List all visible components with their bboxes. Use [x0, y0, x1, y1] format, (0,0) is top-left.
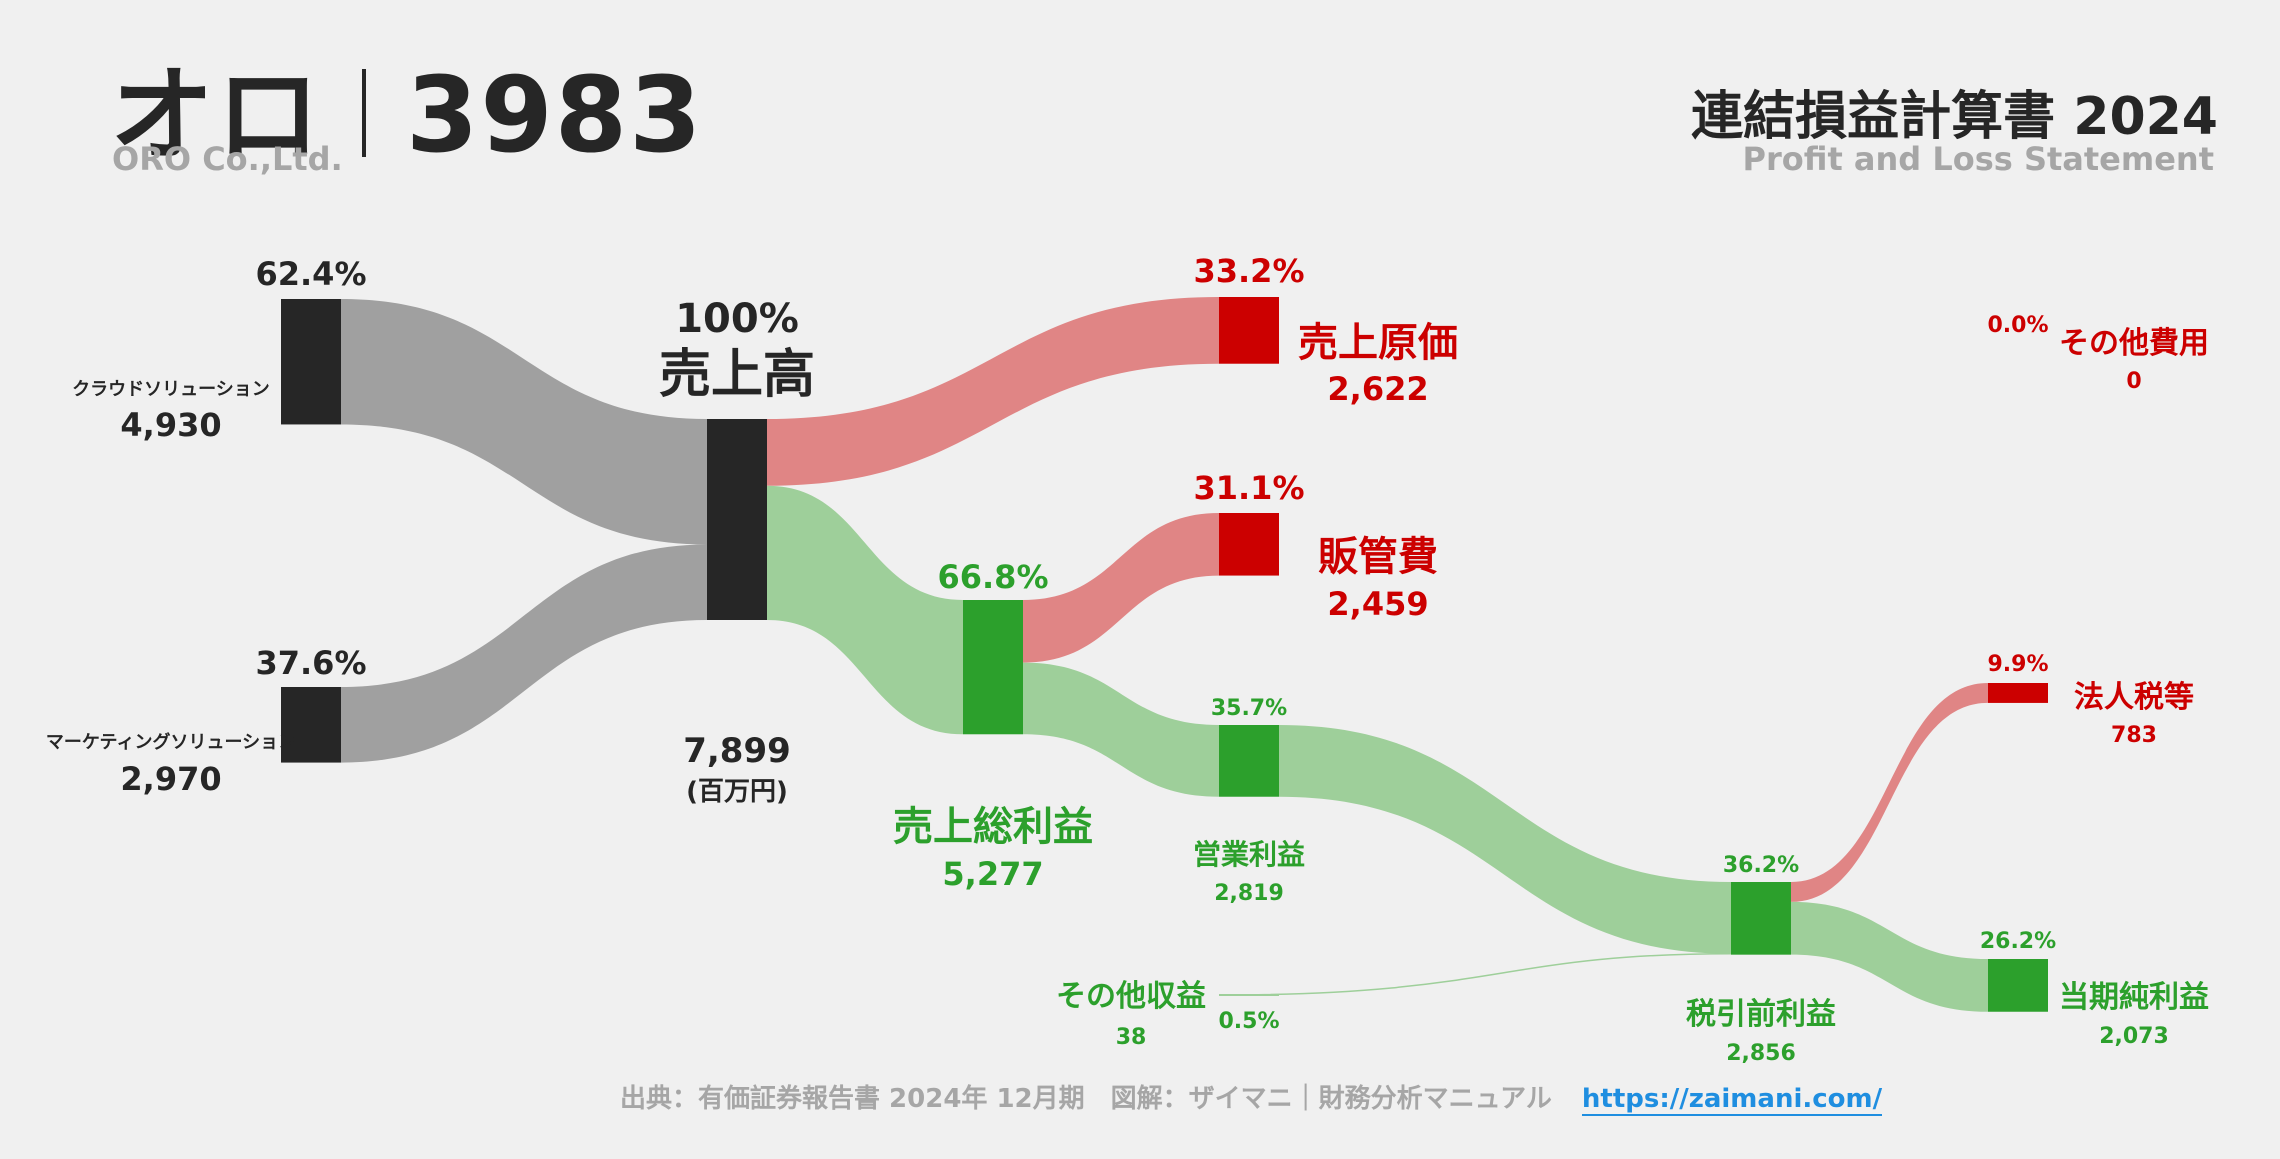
- ticker-code: 3983: [406, 54, 704, 176]
- pct-other_expense: 0.0%: [1987, 313, 2048, 338]
- label-gross: 売上総利益: [893, 804, 1093, 850]
- footer: 出典：有価証券報告書 2024年 12月期 図解：ザイマニ｜財務分析マニュアル h…: [620, 1078, 1883, 1116]
- value-other_income: 38: [1116, 1025, 1147, 1050]
- label-other_income: その他収益: [1056, 979, 1206, 1014]
- value-pretax: 2,856: [1726, 1041, 1796, 1066]
- value-other_expense: 0: [2126, 369, 2141, 394]
- flow-operating-to-pretax: [1279, 725, 1731, 954]
- flow-gross-to-sga: [1023, 513, 1219, 663]
- pct-operating: 35.7%: [1211, 696, 1287, 721]
- label-marketing: マーケティングソリューション: [46, 731, 296, 753]
- value-operating: 2,819: [1214, 881, 1284, 906]
- label-cloud: クラウドソリューション: [72, 379, 270, 400]
- node-operating: [1219, 725, 1279, 797]
- flow-revenue-to-cogs: [767, 297, 1219, 486]
- flow-gross-to-operating: [1023, 662, 1219, 797]
- flow-other_income-to-pretax: [1218, 952, 1732, 996]
- flow-revenue-to-gross: [767, 485, 963, 735]
- unit-label: (百万円): [686, 777, 788, 807]
- value-revenue: 7,899: [683, 731, 791, 771]
- company-heading: オロ 3983: [110, 30, 703, 181]
- node-tax: [1988, 683, 2048, 703]
- label-revenue: 売上高: [659, 345, 815, 405]
- value-cloud: 4,930: [120, 406, 221, 444]
- statement-title: 連結損益計算書 2024: [1691, 87, 2218, 147]
- node-gross: [963, 600, 1023, 735]
- value-gross: 5,277: [942, 855, 1043, 893]
- title-divider: [362, 69, 367, 157]
- flow-marketing-to-revenue: [341, 544, 707, 763]
- label-sga: 販管費: [1318, 534, 1438, 580]
- company-name-en: ORO Co.,Ltd.: [112, 140, 343, 178]
- site-link[interactable]: https://zaimani.com/: [1581, 1084, 1883, 1116]
- label-net: 当期純利益: [2059, 980, 2209, 1015]
- label-other_expense: その他費用: [2059, 326, 2209, 361]
- node-marketing: [281, 687, 341, 763]
- flow-pretax-to-net: [1791, 901, 1988, 1012]
- source-note: 出典：有価証券報告書 2024年 12月期 図解：ザイマニ｜財務分析マニュアル: [620, 1084, 1552, 1114]
- pct-pretax: 36.2%: [1723, 853, 1799, 878]
- pct-net: 26.2%: [1980, 929, 2056, 954]
- company-name: オロ: [110, 54, 323, 176]
- statement-subtitle: Profit and Loss Statement: [1742, 140, 2214, 178]
- label-cogs: 売上原価: [1298, 320, 1458, 366]
- node-net: [1988, 959, 2048, 1012]
- value-marketing: 2,970: [120, 760, 221, 798]
- node-cogs: [1219, 297, 1279, 364]
- pct-sga: 31.1%: [1193, 469, 1304, 507]
- flow-pretax-to-tax: [1791, 683, 1988, 902]
- pct-other_income: 0.5%: [1218, 1009, 1279, 1034]
- pct-cloud: 62.4%: [255, 255, 366, 293]
- value-tax: 783: [2111, 723, 2157, 748]
- pct-tax: 9.9%: [1987, 652, 2048, 677]
- flow-cloud-to-revenue: [341, 299, 707, 545]
- label-operating: 営業利益: [1193, 838, 1305, 871]
- node-cloud: [281, 299, 341, 425]
- pct-marketing: 37.6%: [255, 644, 366, 682]
- node-revenue: [707, 419, 767, 620]
- pct-revenue: 100%: [675, 296, 799, 342]
- label-tax: 法人税等: [2074, 680, 2194, 715]
- pct-gross: 66.8%: [937, 558, 1048, 596]
- label-pretax: 税引前利益: [1686, 997, 1836, 1032]
- value-net: 2,073: [2099, 1024, 2169, 1049]
- value-sga: 2,459: [1327, 585, 1428, 623]
- node-pretax: [1731, 882, 1791, 955]
- node-sga: [1219, 513, 1279, 576]
- pct-cogs: 33.2%: [1193, 252, 1304, 290]
- value-cogs: 2,622: [1327, 370, 1428, 408]
